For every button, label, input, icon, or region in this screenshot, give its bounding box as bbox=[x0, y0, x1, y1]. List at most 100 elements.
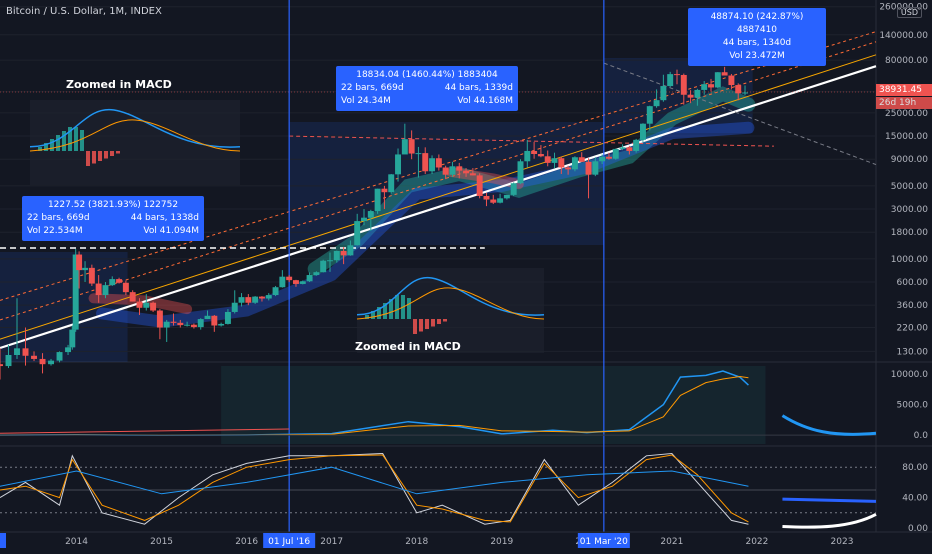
candle-68[interactable] bbox=[463, 170, 470, 174]
candle-52[interactable] bbox=[354, 221, 361, 246]
candle-31[interactable] bbox=[211, 315, 218, 326]
stoch-series-0[interactable] bbox=[0, 452, 749, 525]
candle-103[interactable] bbox=[701, 84, 708, 90]
candle-108[interactable] bbox=[735, 85, 742, 94]
candle-37[interactable] bbox=[252, 296, 259, 303]
candle-76[interactable] bbox=[517, 161, 524, 184]
candle-66[interactable] bbox=[449, 166, 456, 175]
candle-97[interactable] bbox=[660, 86, 667, 101]
candle-11[interactable] bbox=[76, 254, 83, 271]
candle-80[interactable] bbox=[544, 156, 551, 163]
candle-21[interactable] bbox=[143, 302, 150, 308]
candle-40[interactable] bbox=[272, 287, 279, 296]
candle-35[interactable] bbox=[238, 297, 245, 303]
candle-53[interactable] bbox=[361, 217, 367, 222]
candle-62[interactable] bbox=[422, 153, 429, 172]
candle-105[interactable] bbox=[714, 72, 721, 88]
candle-36[interactable] bbox=[245, 297, 252, 303]
candle-14[interactable] bbox=[95, 283, 102, 296]
candle-100[interactable] bbox=[680, 74, 687, 95]
candle-24[interactable] bbox=[163, 321, 170, 328]
candle-7[interactable] bbox=[56, 352, 63, 361]
candle-45[interactable] bbox=[306, 275, 313, 282]
candle-27[interactable] bbox=[184, 324, 191, 326]
candle-32[interactable] bbox=[218, 323, 225, 326]
candle-86[interactable] bbox=[585, 161, 592, 175]
candle-59[interactable] bbox=[401, 139, 408, 155]
candle-13[interactable] bbox=[88, 267, 95, 284]
candle-46[interactable] bbox=[313, 272, 320, 276]
candle-22[interactable] bbox=[150, 302, 157, 311]
candle-56[interactable] bbox=[381, 188, 388, 193]
date-marker-bg-v2[interactable] bbox=[577, 533, 630, 548]
candle-95[interactable] bbox=[646, 106, 653, 124]
candle-8[interactable] bbox=[65, 347, 72, 353]
candle-15[interactable] bbox=[102, 285, 109, 296]
candle-94[interactable] bbox=[639, 123, 646, 140]
candle-79[interactable] bbox=[537, 153, 544, 157]
candle-2[interactable] bbox=[14, 348, 20, 355]
candle-26[interactable] bbox=[177, 322, 184, 326]
candle-102[interactable] bbox=[694, 89, 701, 98]
candle-58[interactable] bbox=[395, 154, 402, 175]
date-marker-bg-v1[interactable] bbox=[263, 533, 316, 548]
candle-93[interactable] bbox=[633, 139, 640, 151]
candle-87[interactable] bbox=[592, 161, 599, 175]
candle-0[interactable] bbox=[0, 364, 3, 367]
candle-9[interactable] bbox=[69, 329, 76, 348]
candle-5[interactable] bbox=[39, 358, 46, 365]
candle-18[interactable] bbox=[122, 282, 129, 293]
candle-89[interactable] bbox=[605, 156, 612, 159]
candle-33[interactable] bbox=[224, 311, 231, 324]
candle-50[interactable] bbox=[340, 250, 347, 256]
stoch-series-1[interactable] bbox=[0, 454, 749, 523]
candle-38[interactable] bbox=[258, 296, 265, 299]
candle-84[interactable] bbox=[571, 157, 578, 170]
candle-71[interactable] bbox=[483, 195, 490, 200]
candle-30[interactable] bbox=[204, 315, 211, 320]
candle-69[interactable] bbox=[469, 173, 476, 176]
candle-23[interactable] bbox=[156, 310, 163, 328]
candle-73[interactable] bbox=[497, 198, 504, 203]
candle-28[interactable] bbox=[190, 324, 197, 328]
candle-106[interactable] bbox=[721, 72, 728, 76]
candle-39[interactable] bbox=[265, 295, 272, 299]
candle-104[interactable] bbox=[708, 84, 714, 88]
candle-3[interactable] bbox=[22, 348, 29, 356]
candle-92[interactable] bbox=[626, 147, 633, 151]
candle-19[interactable] bbox=[129, 292, 136, 302]
candle-34[interactable] bbox=[231, 302, 238, 312]
candle-61[interactable] bbox=[415, 153, 422, 155]
candle-109[interactable] bbox=[742, 92, 749, 94]
stoch-series-2[interactable] bbox=[0, 466, 749, 495]
candle-6[interactable] bbox=[48, 360, 55, 365]
candle-1[interactable] bbox=[5, 355, 12, 367]
candle-41[interactable] bbox=[279, 276, 286, 288]
candle-49[interactable] bbox=[333, 250, 340, 261]
candle-44[interactable] bbox=[299, 281, 306, 284]
candle-83[interactable] bbox=[565, 167, 572, 170]
candle-16[interactable] bbox=[109, 279, 116, 286]
currency-label[interactable]: USD bbox=[896, 7, 922, 18]
candle-25[interactable] bbox=[170, 321, 177, 323]
measure-box-1[interactable]: 1227.52 (3821.93%) 122752 22 bars, 669d 4… bbox=[22, 196, 204, 241]
candle-54[interactable] bbox=[367, 211, 374, 218]
candle-82[interactable] bbox=[558, 158, 565, 168]
candle-55[interactable] bbox=[374, 188, 381, 212]
candle-90[interactable] bbox=[612, 148, 619, 159]
candle-57[interactable] bbox=[388, 174, 395, 193]
candle-65[interactable] bbox=[442, 167, 449, 175]
measure-box-2[interactable]: 18834.04 (1460.44%) 1883404 22 bars, 669… bbox=[336, 66, 518, 111]
candle-77[interactable] bbox=[524, 150, 531, 162]
candle-43[interactable] bbox=[292, 280, 299, 284]
candle-4[interactable] bbox=[31, 355, 37, 359]
candle-88[interactable] bbox=[599, 156, 606, 162]
candle-29[interactable] bbox=[197, 319, 204, 328]
candle-63[interactable] bbox=[429, 158, 436, 172]
candle-12[interactable] bbox=[82, 267, 89, 271]
candle-81[interactable] bbox=[551, 158, 558, 163]
candle-75[interactable] bbox=[510, 183, 517, 195]
candle-17[interactable] bbox=[116, 279, 123, 283]
candle-47[interactable] bbox=[320, 260, 327, 273]
candle-10[interactable] bbox=[72, 254, 79, 330]
